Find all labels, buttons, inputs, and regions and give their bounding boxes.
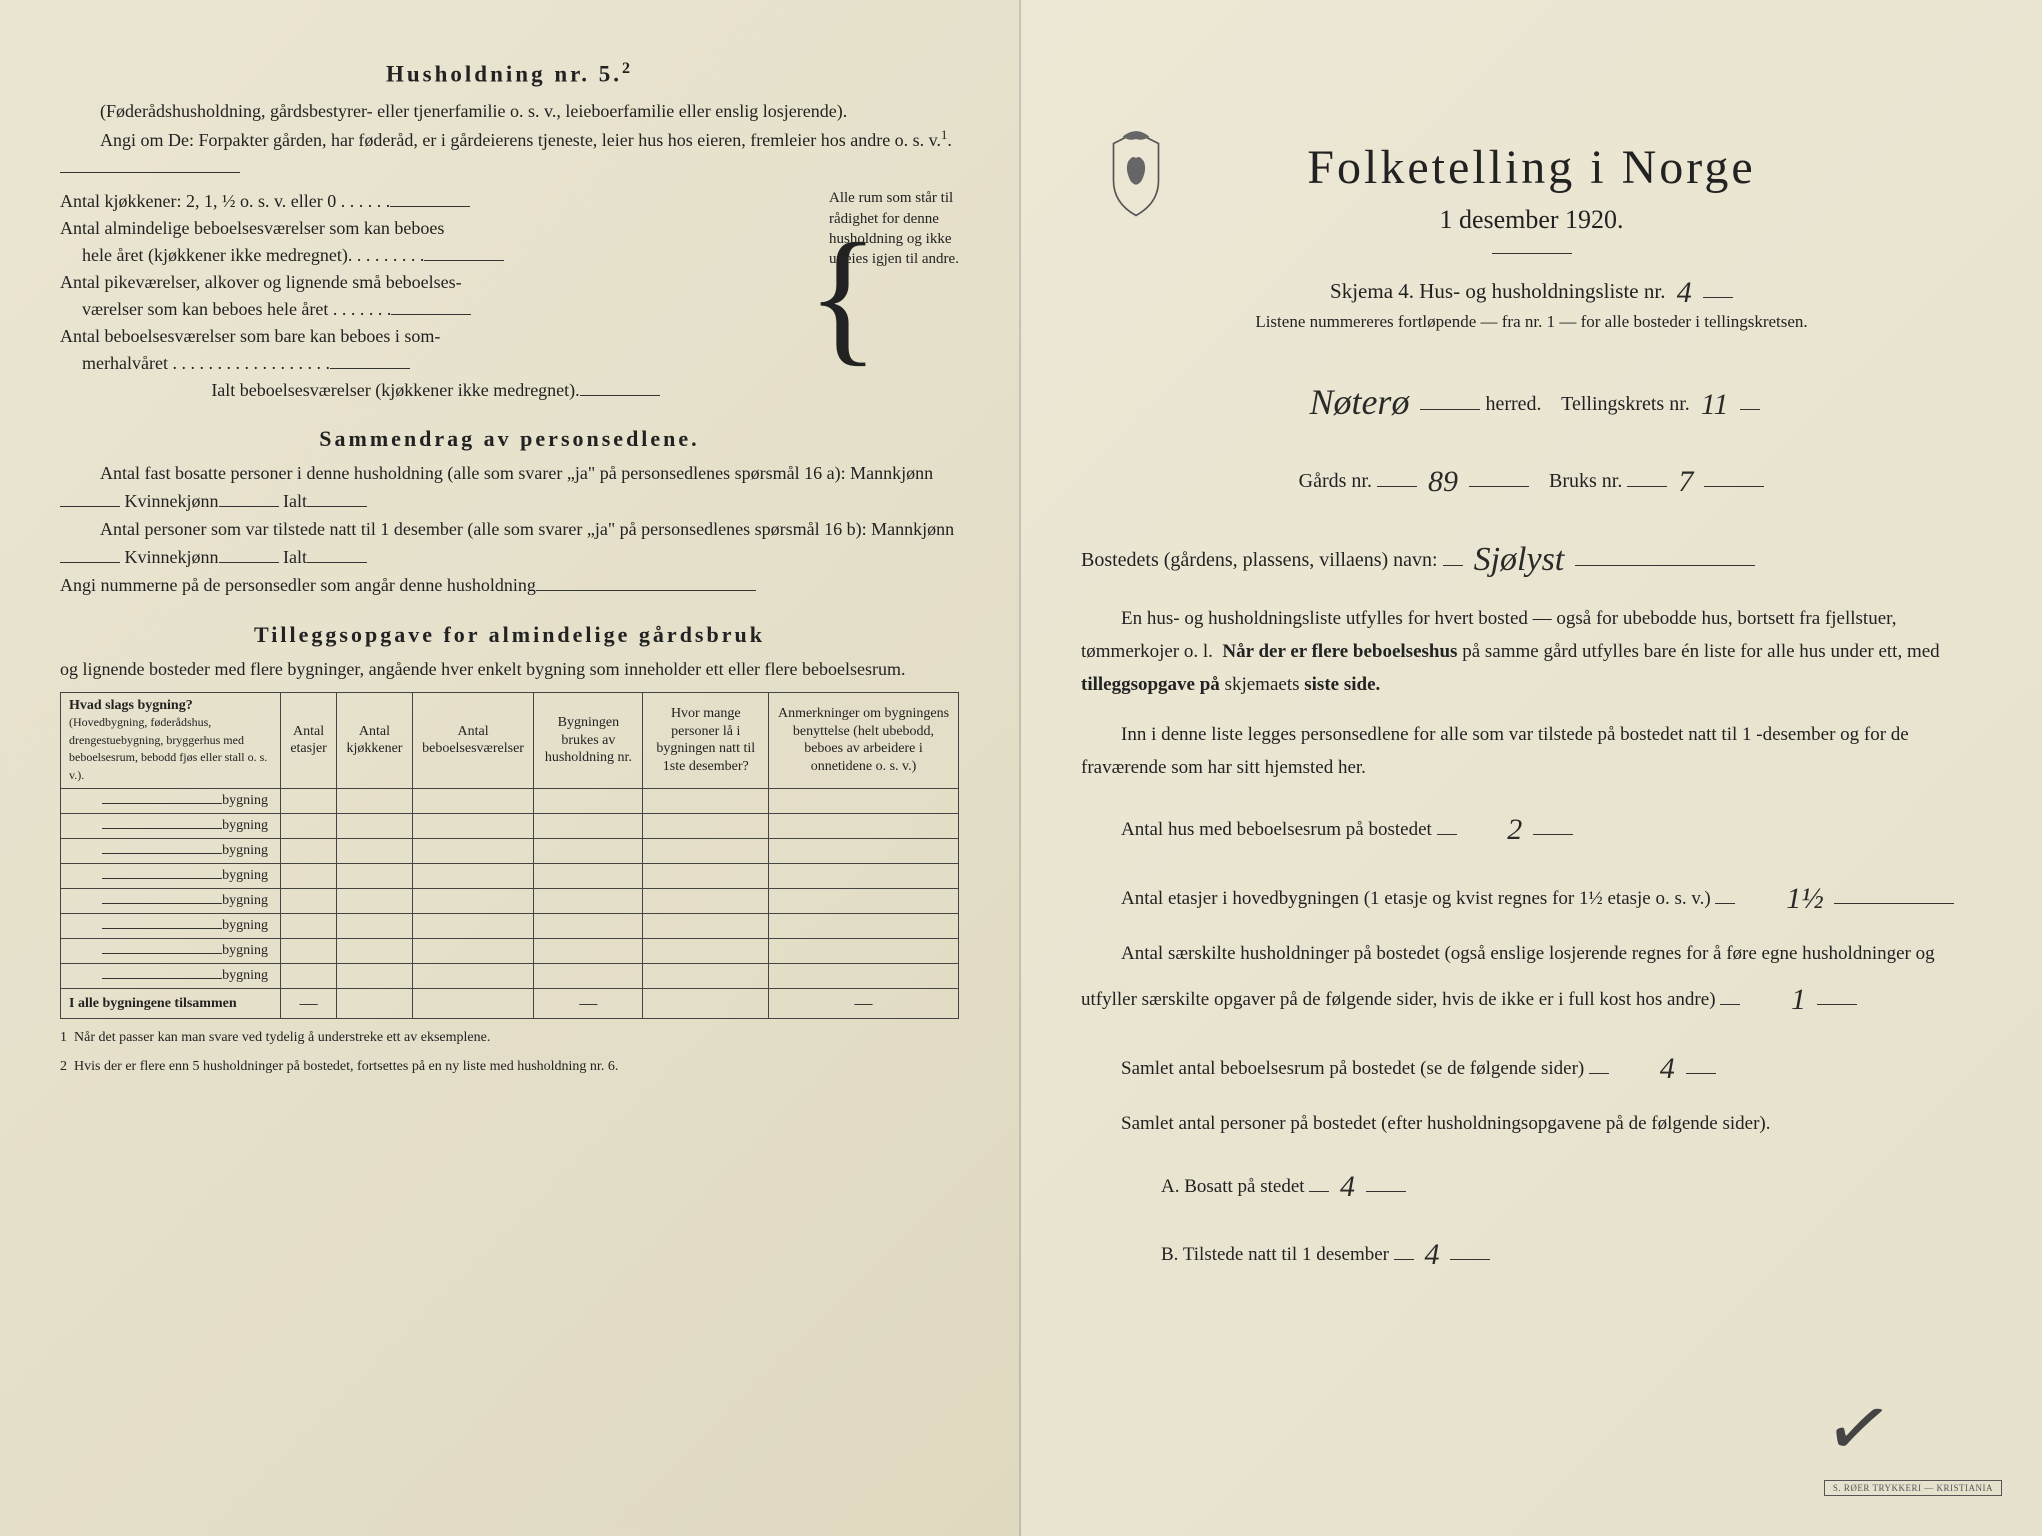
page-title: Folketelling i Norge <box>1081 140 1982 195</box>
household-heading: Husholdning nr. 5.2 <box>60 60 959 88</box>
summer-rooms-b: merhalvåret . . . . . . . . . . . . . . … <box>82 353 330 373</box>
bosted-row: Bostedets (gårdens, plassens, villaens) … <box>1081 525 1982 586</box>
ordinary-rooms-b: hele året (kjøkkener ikke medregnet). . … <box>82 245 424 265</box>
q2-value: 1½ <box>1740 873 1830 926</box>
gard-row: Gårds nr. 89 Bruks nr. 7 <box>1081 451 1982 505</box>
table-row: bygning <box>61 914 959 939</box>
table-row: bygning <box>61 814 959 839</box>
ordinary-rooms-a: Antal almindelige beboelsesværelser som … <box>60 215 811 242</box>
q4-value: 4 <box>1614 1043 1681 1096</box>
herred-row: Nøterø herred. Tellingskrets nr. 11 <box>1081 366 1982 431</box>
th-household: Bygningen brukes av husholdning nr. <box>534 692 643 789</box>
right-page: Folketelling i Norge 1 desember 1920. Sk… <box>1021 0 2042 1536</box>
qA-value: 4 <box>1334 1161 1361 1214</box>
table-row: bygning <box>61 789 959 814</box>
para-2: Inn i denne liste legges personsedlene f… <box>1081 718 1982 785</box>
maid-rooms-a: Antal pikeværelser, alkover og lignende … <box>60 269 811 296</box>
kitchens-line: Antal kjøkkener: 2, 1, ½ o. s. v. eller … <box>60 191 390 211</box>
table-row: bygning <box>61 939 959 964</box>
table-row: bygning <box>61 964 959 989</box>
tillegg-sub: og lignende bosteder med flere bygninger… <box>60 656 959 684</box>
summary-heading: Sammendrag av personsedlene. <box>60 426 959 452</box>
census-date: 1 desember 1920. <box>1081 205 1982 235</box>
th-remarks: Anmerkninger om bygningens benyttelse (h… <box>769 692 959 789</box>
total-rooms: Ialt beboelsesværelser (kjøkkener ikke m… <box>211 380 579 400</box>
schema-line: Skjema 4. Hus- og husholdningsliste nr. … <box>1081 272 1982 306</box>
summer-rooms-a: Antal beboelsesværelser som bare kan beb… <box>60 323 811 350</box>
tillegg-heading: Tilleggsopgave for almindelige gårdsbruk <box>60 622 959 648</box>
q3-row: Antal særskilte husholdninger på bostede… <box>1081 937 1982 1023</box>
table-row: bygning <box>61 839 959 864</box>
q3-value: 1 <box>1745 974 1812 1027</box>
divider <box>1492 253 1572 254</box>
q5-row: Samlet antal personer på bostedet (efter… <box>1081 1107 1982 1140</box>
intro-1: (Føderådshusholdning, gårdsbestyrer- ell… <box>60 98 959 126</box>
intro-2: Angi om De: Forpakter gården, har føderå… <box>60 126 959 183</box>
th-kitchens: Antal kjøkkener <box>337 692 413 789</box>
brace-note: { Alle rum som står til rådighet for den… <box>819 188 959 404</box>
table-header-row: Hvad slags bygning? (Hovedbygning, føder… <box>61 692 959 789</box>
q1-value: 2 <box>1461 804 1528 857</box>
checkmark-icon: ✓ <box>1817 1377 1899 1481</box>
q4-row: Samlet antal beboelsesrum på bostedet (s… <box>1081 1039 1982 1092</box>
rooms-block: Antal kjøkkener: 2, 1, ½ o. s. v. eller … <box>60 188 959 404</box>
table-sum-row: I alle bygningene tilsammen — — — <box>61 989 959 1019</box>
left-page: Husholdning nr. 5.2 (Føderådshusholdning… <box>0 0 1021 1536</box>
herred-value: Nøterø <box>1303 370 1415 435</box>
summary-line-1: Antal fast bosatte personer i denne hush… <box>60 460 959 516</box>
table-row: bygning <box>61 864 959 889</box>
summary-line-2: Antal personer som var tilstede natt til… <box>60 516 959 572</box>
maid-rooms-b: værelser som kan beboes hele året . . . … <box>82 299 391 319</box>
gard-value: 89 <box>1422 455 1464 509</box>
bosted-value: Sjølyst <box>1468 529 1571 590</box>
footnote-1: 1 Når det passer kan man svare ved tydel… <box>60 1029 959 1048</box>
list-number-value: 4 <box>1671 276 1698 310</box>
qB-value: 4 <box>1419 1229 1446 1282</box>
printer-stamp: S. RØER TRYKKERI — KRISTIANIA <box>1824 1480 2002 1496</box>
th-building-type: Hvad slags bygning? (Hovedbygning, føder… <box>61 692 281 789</box>
summary-line-3: Angi nummerne på de personsedler som ang… <box>60 572 959 600</box>
bruk-value: 7 <box>1672 455 1699 509</box>
qB-row: B. Tilstede natt til 1 desember 4 <box>1081 1225 1982 1278</box>
footnote-2: 2 Hvis der er flere enn 5 husholdninger … <box>60 1058 959 1077</box>
sublabel: Listene nummereres fortløpende — fra nr.… <box>1081 312 1982 332</box>
q2-row: Antal etasjer i hovedbygningen (1 etasje… <box>1081 869 1982 922</box>
krets-value: 11 <box>1695 378 1735 432</box>
th-rooms: Antal beboelsesværelser <box>412 692 534 789</box>
para-1: En hus- og husholdningsliste utfylles fo… <box>1081 602 1982 702</box>
coat-of-arms-icon <box>1101 130 1171 220</box>
building-table: Hvad slags bygning? (Hovedbygning, føder… <box>60 692 959 1020</box>
th-persons: Hvor mange personer lå i bygningen natt … <box>643 692 769 789</box>
table-row: bygning <box>61 889 959 914</box>
q1-row: Antal hus med beboelsesrum på bostedet 2 <box>1081 800 1982 853</box>
qA-row: A. Bosatt på stedet 4 <box>1081 1157 1982 1210</box>
th-floors: Antal etasjer <box>281 692 337 789</box>
